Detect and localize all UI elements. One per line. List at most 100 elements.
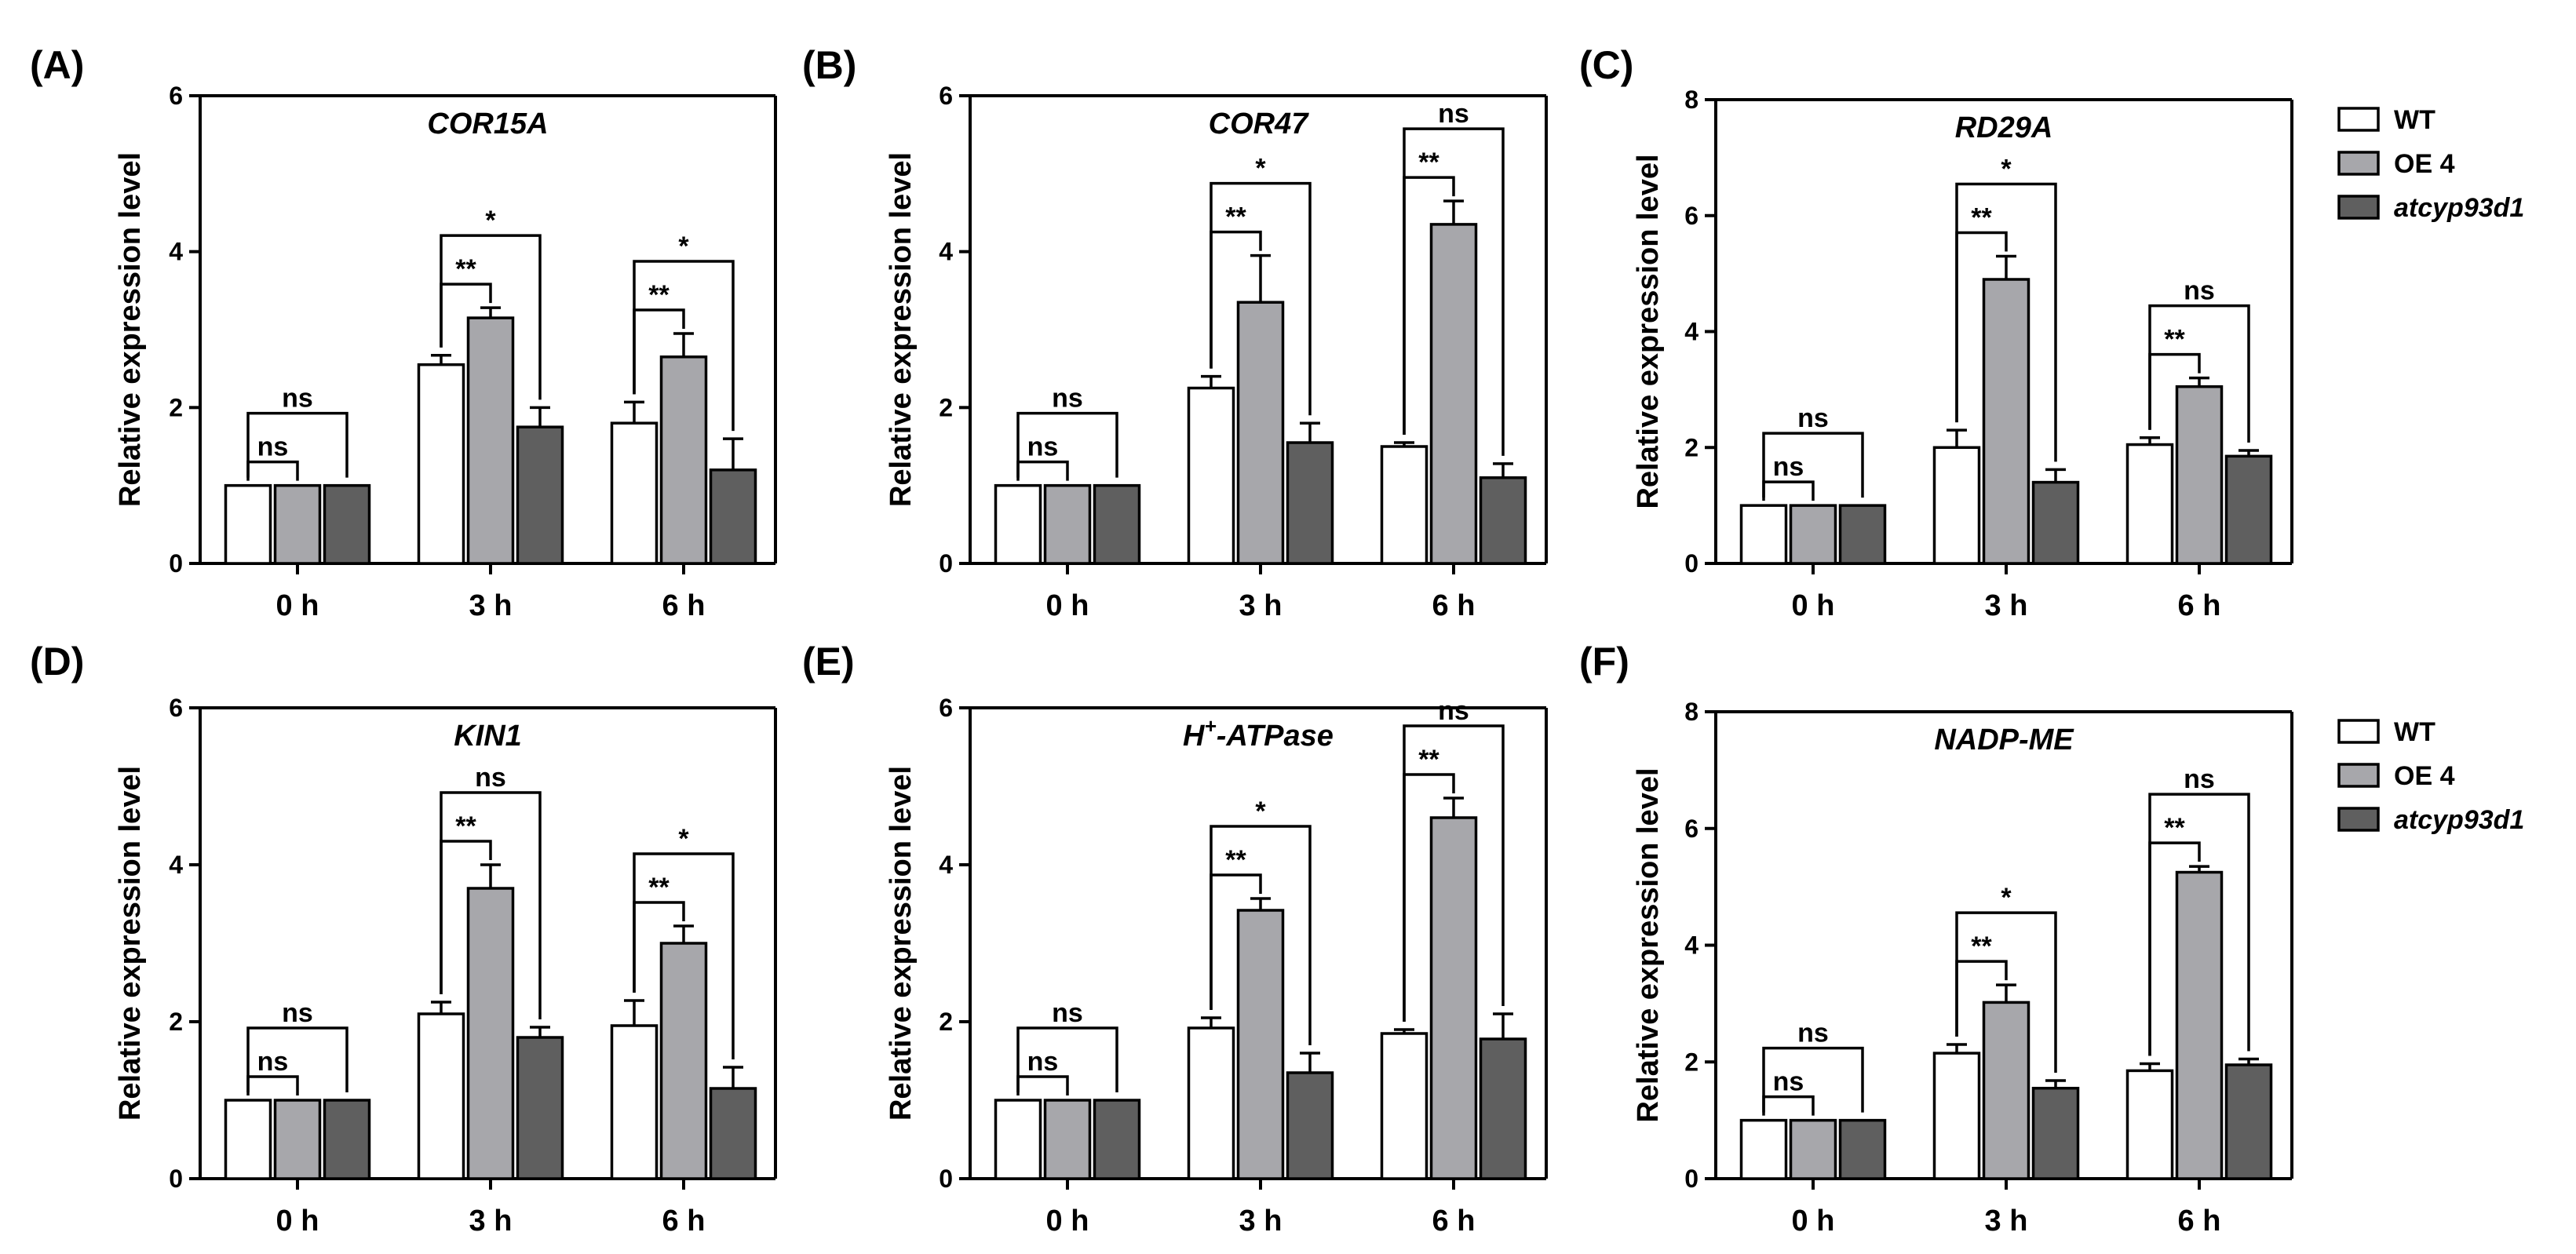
significance-bracket xyxy=(2148,304,2250,443)
x-tick-label: 0 h xyxy=(276,1205,319,1238)
bar-wt xyxy=(1739,504,1788,565)
bar-wt xyxy=(1739,1118,1788,1180)
y-tick-label: 6 xyxy=(939,694,953,722)
significance-label: ** xyxy=(1971,202,1992,232)
bar-atcyp93d1 xyxy=(2031,480,2080,565)
significance-label: ** xyxy=(455,811,476,841)
bar-wt xyxy=(1932,1052,1981,1180)
legend-label: WT xyxy=(2394,105,2436,135)
gene-title-rest: -ATPase xyxy=(1217,720,1334,753)
y-tick-label: 2 xyxy=(169,1008,183,1036)
bar-atcyp93d1 xyxy=(1093,483,1141,565)
bar-oe4 xyxy=(1982,1001,2031,1180)
significance-label: * xyxy=(1255,797,1266,826)
significance-label: * xyxy=(2001,883,2012,913)
x-tick-label: 0 h xyxy=(1792,589,1835,622)
x-tick-label: 6 h xyxy=(1432,1205,1476,1238)
significance-label: ns xyxy=(1027,1047,1059,1077)
bar-atcyp93d1 xyxy=(1838,1118,1887,1180)
bar-atcyp93d1 xyxy=(2031,1086,2080,1180)
significance-label: ns xyxy=(1438,99,1469,129)
significance-label: ns xyxy=(1797,1019,1829,1048)
x-tick-label: 6 h xyxy=(2178,1205,2221,1238)
bar-atcyp93d1 xyxy=(2224,454,2273,565)
bar-oe4 xyxy=(2175,385,2224,565)
chart-panel-e: (E) Relative expression level 0 2 4 6 H+-ATPas… xyxy=(802,640,1548,1238)
x-tick-label: 6 h xyxy=(1432,589,1476,622)
bar-wt xyxy=(2125,443,2174,565)
y-tick-label: 6 xyxy=(1684,202,1698,230)
significance-bracket xyxy=(246,411,348,478)
chart-panel-a: (A) Relative expression level 0 2 4 6 COR15A 0 … xyxy=(30,43,777,622)
y-axis-title: Relative expression level xyxy=(1632,154,1665,509)
bar-oe4 xyxy=(1982,278,2031,565)
significance-bracket xyxy=(1762,480,1815,501)
x-tick-label: 3 h xyxy=(1985,1205,2028,1238)
significance-bracket xyxy=(1210,181,1312,416)
bar-atcyp93d1 xyxy=(516,425,564,565)
significance-label: ** xyxy=(648,873,670,902)
bar-atcyp93d1 xyxy=(1286,441,1334,565)
bar-oe4 xyxy=(273,483,322,565)
significance-label: ** xyxy=(1225,202,1246,232)
significance-bracket xyxy=(1016,1075,1069,1095)
x-tick-label: 0 h xyxy=(1046,1205,1089,1238)
significance-label: ns xyxy=(257,432,289,462)
significance-label: ** xyxy=(1225,845,1246,875)
bar-wt xyxy=(1932,446,1981,565)
y-tick-label: 0 xyxy=(939,1165,953,1193)
significance-bracket xyxy=(633,852,735,1059)
y-tick-label: 6 xyxy=(939,82,953,110)
y-tick-label: 4 xyxy=(1684,318,1698,346)
significance-label: ** xyxy=(2164,325,2185,355)
gene-title: KIN1 xyxy=(454,720,522,753)
bar-atcyp93d1 xyxy=(323,483,371,565)
x-tick-label: 0 h xyxy=(1792,1205,1835,1238)
x-tick-label: 0 h xyxy=(1046,589,1089,622)
significance-bracket xyxy=(1403,127,1505,456)
y-tick-label: 0 xyxy=(169,549,183,578)
legend-label: OE 4 xyxy=(2394,149,2455,179)
legend: WT OE 4 atcyp93d1 xyxy=(2337,717,2524,835)
x-tick-label: 3 h xyxy=(469,1205,513,1238)
legend: WT OE 4 atcyp93d1 xyxy=(2337,105,2524,223)
bar-oe4 xyxy=(2175,870,2224,1180)
significance-label: ns xyxy=(1027,432,1059,462)
bar-oe4 xyxy=(1429,223,1478,565)
significance-label: * xyxy=(1255,154,1266,184)
y-tick-label: 6 xyxy=(1684,815,1698,843)
bar-wt xyxy=(1380,445,1428,565)
bar-wt xyxy=(2125,1069,2174,1180)
bar-atcyp93d1 xyxy=(2224,1063,2273,1180)
y-tick-label: 8 xyxy=(1684,698,1698,726)
bar-wt xyxy=(994,1099,1042,1180)
bar-oe4 xyxy=(1043,483,1092,565)
gene-title: COR47 xyxy=(1209,108,1310,140)
significance-label: ns xyxy=(257,1047,289,1077)
y-tick-label: 0 xyxy=(1684,1165,1698,1193)
bar-atcyp93d1 xyxy=(1479,476,1527,565)
y-axis-title: Relative expression level xyxy=(114,152,147,507)
significance-label: ns xyxy=(1773,1067,1804,1097)
significance-label: ns xyxy=(1797,403,1829,433)
bar-atcyp93d1 xyxy=(709,468,757,565)
significance-bracket xyxy=(440,234,542,400)
significance-bracket xyxy=(1762,432,1864,498)
bar-oe4 xyxy=(659,942,708,1180)
bar-atcyp93d1 xyxy=(1093,1099,1141,1180)
y-axis-title: Relative expression level xyxy=(885,152,918,507)
y-tick-label: 4 xyxy=(939,851,953,879)
legend-swatch-oe4 xyxy=(2337,151,2380,176)
bar-wt xyxy=(610,1024,659,1180)
bar-oe4 xyxy=(273,1099,322,1180)
bar-oe4 xyxy=(1236,301,1285,565)
x-tick-label: 6 h xyxy=(662,589,706,622)
y-tick-label: 2 xyxy=(939,393,953,421)
bar-atcyp93d1 xyxy=(709,1087,757,1180)
bar-atcyp93d1 xyxy=(516,1036,564,1180)
legend-swatch-wt xyxy=(2337,107,2380,132)
bar-atcyp93d1 xyxy=(1286,1071,1334,1180)
y-tick-label: 4 xyxy=(939,238,953,266)
significance-bracket xyxy=(2148,793,2250,1056)
